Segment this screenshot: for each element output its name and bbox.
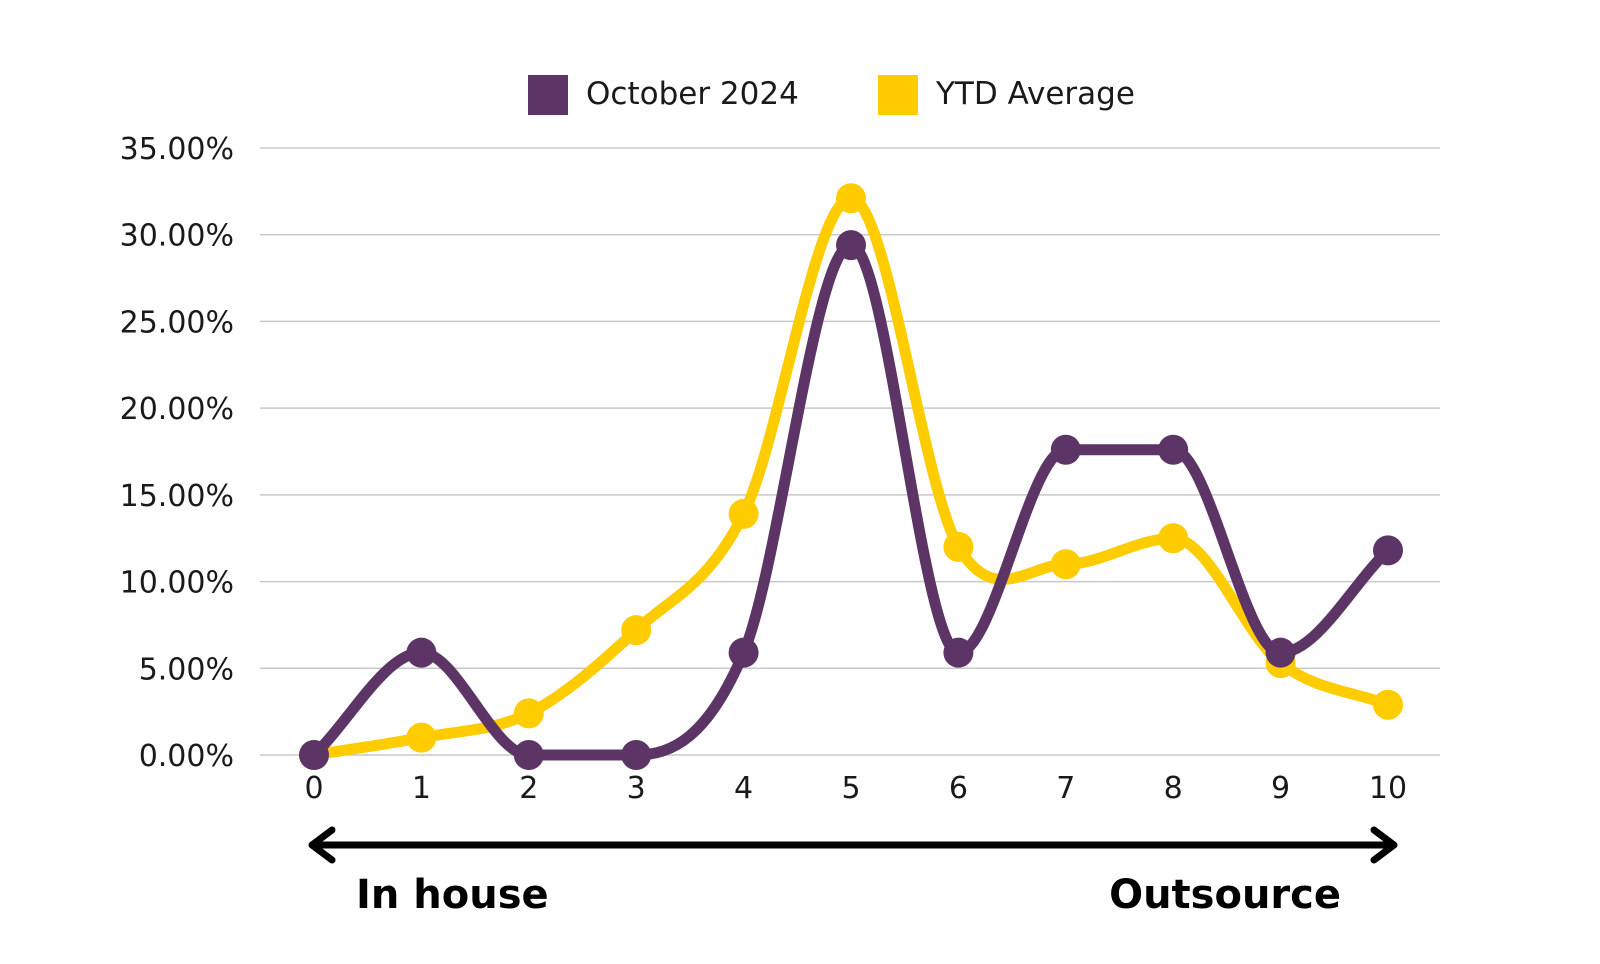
- data-point-ytd-average: [621, 615, 652, 646]
- data-point-ytd-average: [1373, 689, 1403, 720]
- series-lines: [299, 183, 1403, 770]
- legend-label-ytd-average: YTD Average: [935, 76, 1135, 112]
- y-tick-label: 15.00%: [120, 479, 234, 514]
- legend-label-october-2024: October 2024: [586, 76, 799, 112]
- data-point-october-2024: [621, 740, 652, 770]
- data-point-ytd-average: [513, 698, 544, 729]
- data-point-october-2024: [1373, 535, 1403, 566]
- legend: October 2024 YTD Average: [528, 75, 1135, 115]
- x-tick-label: 2: [519, 771, 538, 806]
- data-point-october-2024: [1265, 637, 1296, 668]
- y-tick-label: 35.00%: [120, 132, 234, 167]
- y-tick-label: 5.00%: [139, 652, 234, 687]
- legend-swatch-october-2024: [528, 75, 568, 115]
- y-tick-label: 30.00%: [120, 219, 234, 254]
- y-tick-label: 25.00%: [120, 305, 234, 340]
- data-point-ytd-average: [1050, 549, 1081, 580]
- data-point-ytd-average: [836, 183, 866, 214]
- x-tick-label: 3: [627, 771, 646, 806]
- data-point-october-2024: [406, 637, 437, 668]
- x-tick-label: 5: [841, 771, 860, 806]
- data-point-october-2024: [943, 637, 974, 668]
- outsource-label: Outsource: [1109, 872, 1341, 918]
- data-point-october-2024: [728, 637, 759, 668]
- series-line-ytd-average: [308, 192, 1394, 761]
- gridlines: [260, 147, 1440, 756]
- x-tick-label: 9: [1271, 771, 1290, 806]
- in-house-label: In house: [356, 872, 549, 918]
- x-tick-label: 6: [949, 771, 968, 806]
- data-point-october-2024: [299, 740, 329, 770]
- data-point-october-2024: [513, 740, 544, 770]
- series-october-2024: [299, 230, 1403, 770]
- x-tick-label: 4: [734, 771, 753, 806]
- right-arrowhead: [1370, 826, 1398, 864]
- data-point-october-2024: [836, 230, 866, 261]
- x-tick-label: 0: [304, 771, 323, 806]
- data-point-october-2024: [1158, 434, 1189, 465]
- legend-swatch-ytd-average: [878, 75, 918, 115]
- data-point-ytd-average: [728, 498, 759, 529]
- x-tick-label: 1: [412, 771, 431, 806]
- scale-annotation: In house Outsource: [308, 826, 1398, 918]
- y-tick-label: 0.00%: [139, 739, 234, 774]
- data-point-ytd-average: [1158, 523, 1189, 554]
- data-point-ytd-average: [943, 531, 974, 562]
- y-tick-label: 20.00%: [120, 392, 234, 427]
- data-point-october-2024: [1050, 434, 1081, 465]
- y-axis-tick-labels: 0.00% 5.00% 10.00% 15.00% 20.00% 25.00% 30.00%…: [120, 132, 234, 774]
- x-axis-tick-labels: 0 1 2 3 4 5 6 7 8 9 10: [304, 771, 1407, 806]
- y-tick-label: 10.00%: [120, 566, 234, 601]
- data-point-ytd-average: [406, 722, 437, 753]
- x-tick-label: 7: [1056, 771, 1075, 806]
- left-arrowhead: [308, 826, 336, 864]
- x-tick-label: 10: [1369, 771, 1407, 806]
- x-tick-label: 8: [1164, 771, 1183, 806]
